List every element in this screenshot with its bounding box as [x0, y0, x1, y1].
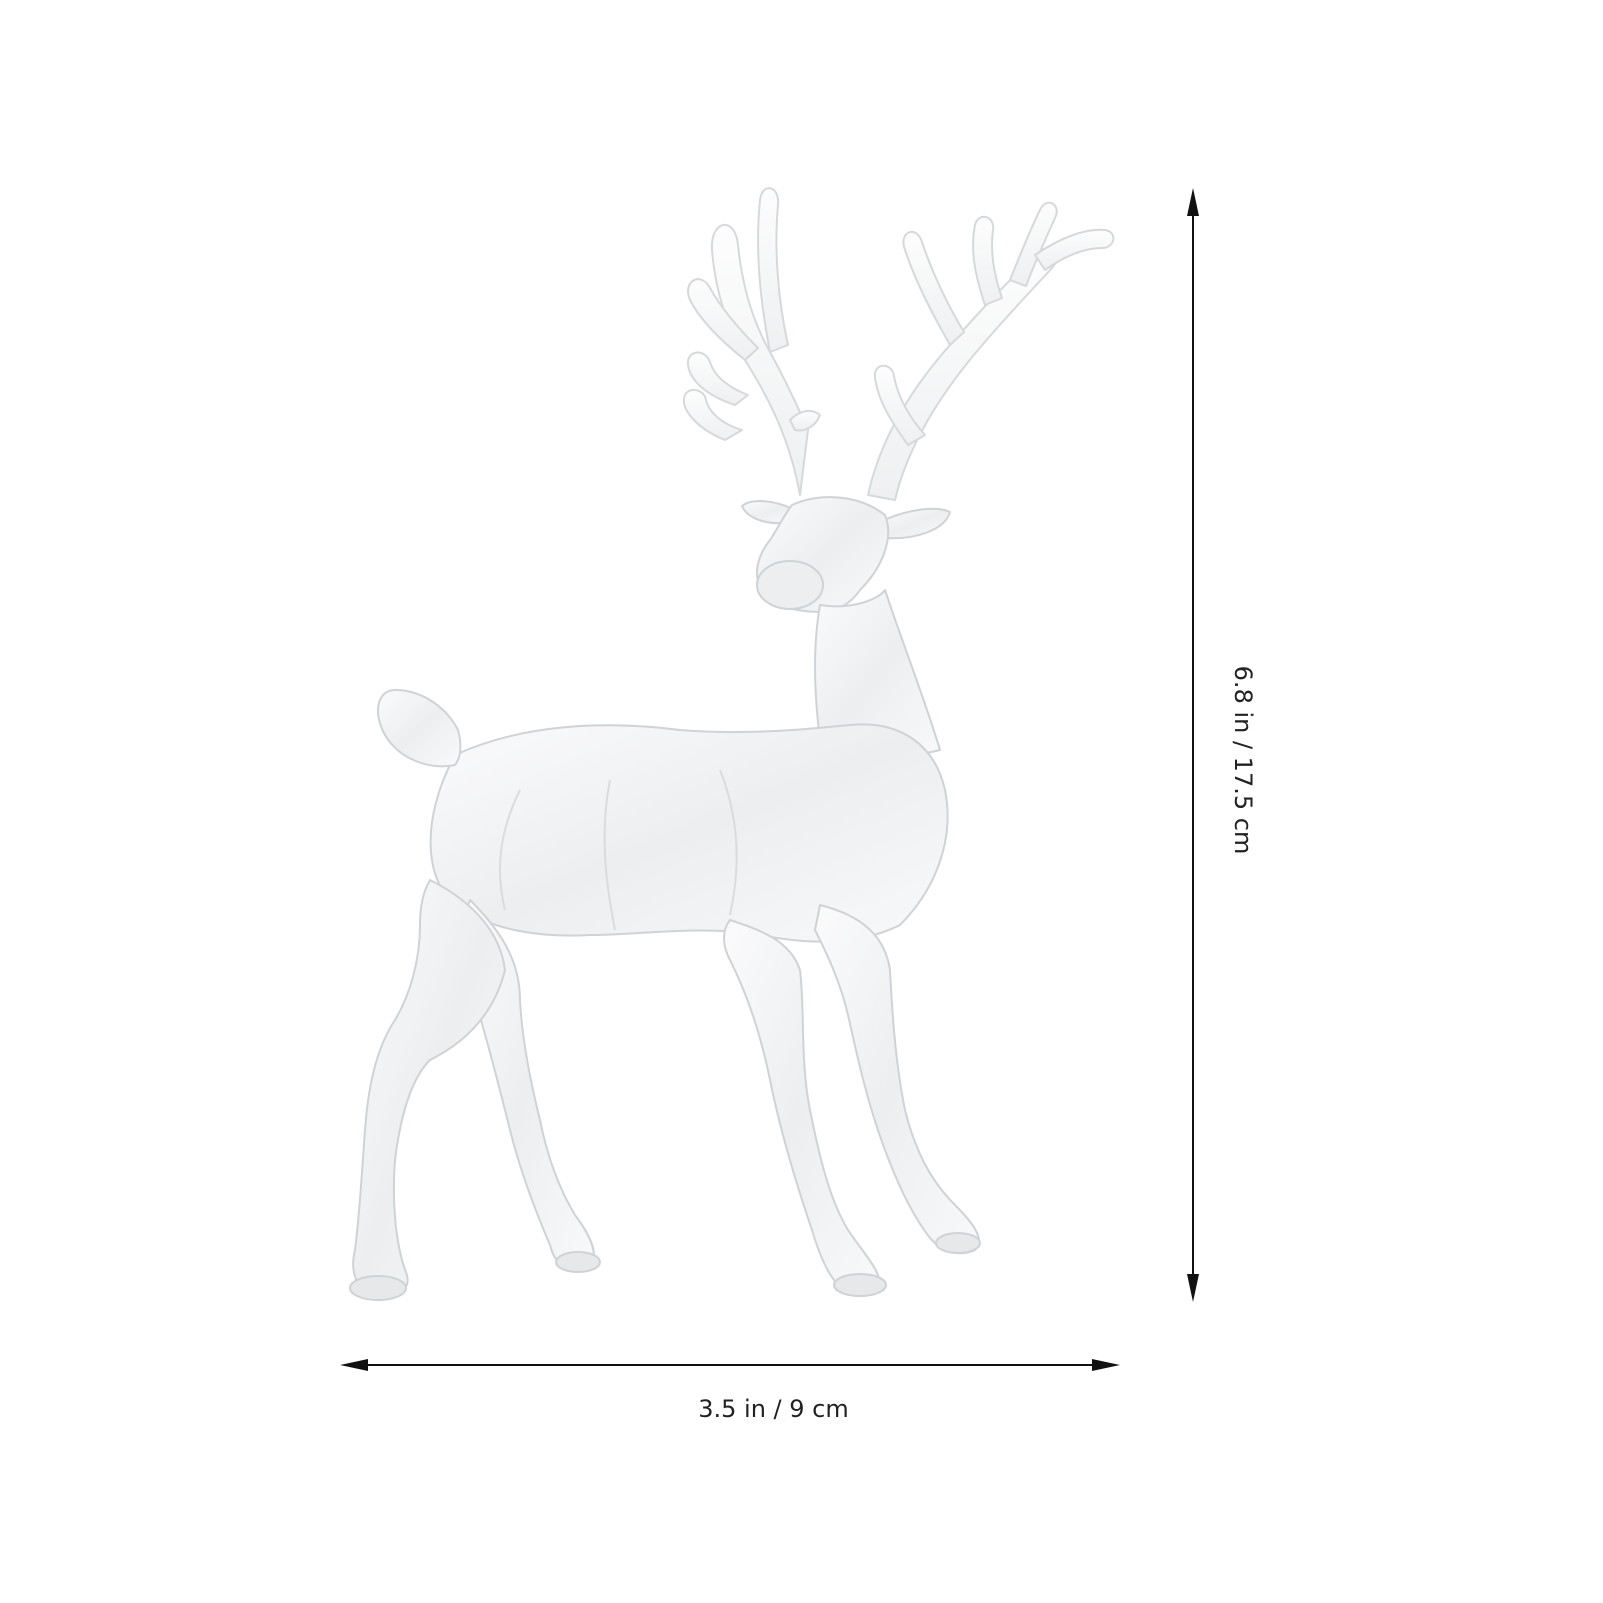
height-dimension-line: [1187, 188, 1199, 1302]
width-dimension-text: 3.5 in / 9 cm: [698, 1395, 849, 1423]
width-dimension-line: [340, 1359, 1120, 1371]
reindeer-snout: [756, 560, 824, 610]
right-antler: [867, 201, 1115, 501]
reindeer-tail: [377, 689, 462, 768]
rear-right-leg: [352, 879, 506, 1298]
reindeer-neck: [814, 589, 941, 758]
left-antler: [682, 187, 821, 496]
hoof: [833, 1273, 887, 1297]
reindeer-figurine: [349, 187, 1115, 1301]
width-dimension-label: 3.5 in / 9 cm: [0, 1395, 1603, 1423]
hoof: [555, 1251, 601, 1273]
body-facet: [499, 769, 738, 931]
reindeer-body: [429, 723, 949, 943]
front-right-leg: [814, 904, 980, 1255]
hoof: [349, 1275, 407, 1301]
right-ear: [879, 507, 951, 540]
height-dimension-label: 6.8 in / 17.5 cm: [1229, 665, 1257, 855]
hoof: [935, 1232, 981, 1254]
